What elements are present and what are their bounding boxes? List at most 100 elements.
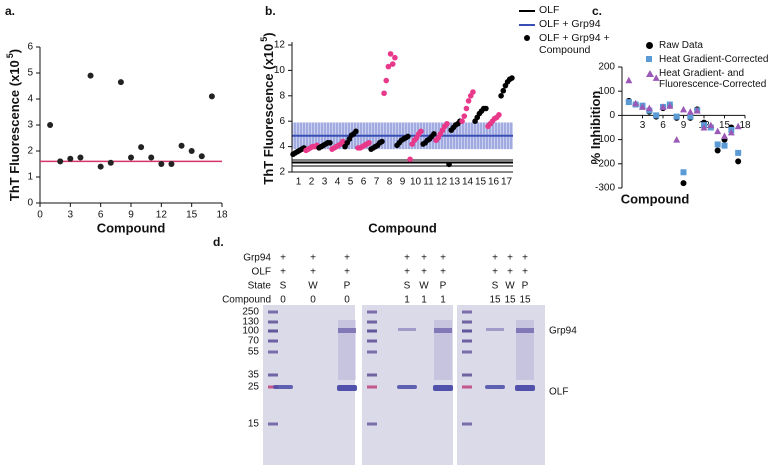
lane-header: S: [492, 281, 499, 292]
legend: OLF OLF + Grp94 OLF + Grp94 + Compound: [519, 4, 631, 58]
lane-header: +: [522, 253, 528, 264]
y-tick-label: -200: [595, 158, 615, 169]
point: [405, 133, 411, 140]
point: [381, 90, 387, 97]
point: [735, 149, 742, 156]
point: [735, 158, 742, 165]
lane-header: +: [492, 253, 498, 264]
olf-band: [485, 385, 505, 389]
y-tick-label: 200: [598, 62, 615, 73]
lane-header: +: [507, 267, 513, 278]
legend-swatch: [645, 68, 655, 80]
point: [714, 127, 722, 135]
y-tick-label: 8: [279, 90, 285, 101]
panel-label: c.: [592, 4, 602, 18]
lane-header: +: [344, 253, 350, 264]
legend-label: Raw Data: [659, 40, 703, 51]
legend-marker: [646, 56, 652, 62]
point: [639, 103, 646, 110]
legend-entry: OLF: [519, 4, 631, 16]
point: [353, 128, 359, 135]
y-axis-title-text: ThT Fluorescence (x10: [7, 60, 22, 201]
lane-header: 1: [421, 295, 427, 306]
point: [446, 161, 452, 168]
ladder-band: [367, 339, 377, 343]
point: [387, 51, 394, 57]
point: [138, 144, 145, 151]
point: [178, 142, 185, 149]
ladder-band: [268, 329, 278, 333]
y-tick-label: 6: [27, 42, 33, 53]
y-tick-label: 10: [274, 65, 286, 76]
lane-header: W: [308, 281, 318, 292]
ladder-band: [462, 350, 472, 354]
point: [645, 104, 653, 112]
point: [483, 105, 489, 112]
x-tick-label: 16: [488, 177, 500, 188]
ladder-band: [367, 350, 377, 354]
ladder-band: [367, 329, 377, 333]
lane-header: +: [492, 267, 498, 278]
lane-header: 0: [310, 295, 316, 306]
row-label: Grp94: [243, 253, 271, 264]
point: [714, 141, 721, 148]
row-label: State: [248, 281, 272, 292]
olf-band: [433, 385, 453, 391]
y-axis-title: ThT Fluorescence (x10 5): [5, 49, 22, 201]
grp94-band: [338, 328, 356, 333]
lane-header: +: [280, 253, 286, 264]
legend-swatch: [645, 54, 655, 66]
y-axis-title-exponent: 5: [5, 53, 15, 58]
point: [721, 142, 728, 149]
ladder-band: [268, 339, 278, 343]
point: [687, 113, 694, 120]
y-tick-label: 1: [27, 172, 33, 183]
legend-swatch: [519, 10, 535, 12]
legend-label: Heat Gradient-Corrected: [659, 54, 769, 65]
point: [407, 156, 413, 163]
x-tick-label: 5: [348, 177, 354, 188]
point: [198, 153, 205, 160]
point: [700, 124, 708, 131]
point: [686, 108, 694, 115]
ladder-band: [367, 320, 377, 324]
point: [77, 154, 84, 161]
legend-label: Heat Gradient- and Fluorescence-Correcte…: [659, 68, 767, 90]
x-tick-label: 3: [322, 177, 328, 188]
legend-entry: Heat Gradient-Corrected: [645, 54, 772, 66]
lane-header: W: [419, 281, 429, 292]
point: [389, 61, 396, 67]
x-tick-label: 10: [410, 177, 422, 188]
y-tick-label: -100: [595, 134, 615, 145]
point: [444, 120, 450, 127]
legend-marker: [646, 70, 654, 77]
x-tick-label: 8: [387, 177, 393, 188]
x-tick-label: 15: [719, 120, 731, 131]
x-tick-label: 9: [128, 210, 134, 221]
x-axis-title: Compound: [97, 220, 166, 235]
lane-header: S: [280, 281, 287, 292]
point: [680, 169, 687, 176]
point: [721, 132, 728, 139]
y-tick-label: 5: [27, 68, 33, 79]
olf-band: [515, 385, 535, 391]
point: [366, 139, 372, 146]
panel-label: d.: [213, 235, 224, 249]
point: [625, 76, 633, 84]
y-tick-label: 2: [27, 146, 33, 157]
point: [57, 158, 64, 165]
y-axis-title-close: ): [261, 32, 276, 36]
point: [509, 75, 515, 81]
lane-header: 1: [404, 295, 410, 306]
legend-swatch: [519, 32, 535, 44]
y-axis-title: ThT Fluorescence (x10 5): [259, 32, 276, 184]
point: [496, 112, 502, 118]
ladder-band: [268, 350, 278, 354]
point: [67, 155, 74, 162]
marker-size-label: 250: [242, 307, 259, 318]
ladder-band: [462, 310, 472, 314]
lane-header: +: [310, 253, 316, 264]
lane-header: 0: [344, 295, 350, 306]
lane-header: +: [440, 267, 446, 278]
x-tick-label: 12: [436, 177, 448, 188]
